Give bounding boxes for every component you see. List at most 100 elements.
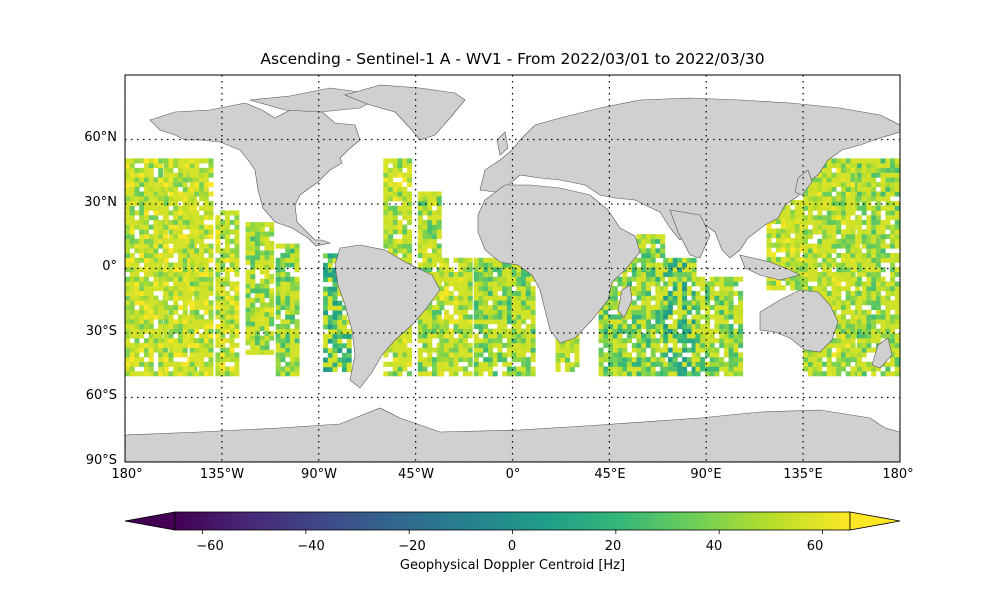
doppler-cell <box>714 347 720 353</box>
doppler-cell <box>663 371 669 377</box>
doppler-cell <box>612 347 618 353</box>
doppler-cell <box>677 286 683 292</box>
doppler-cell <box>323 348 329 353</box>
doppler-cell <box>719 366 725 372</box>
doppler-cell <box>224 224 230 230</box>
doppler-cell <box>691 357 697 363</box>
doppler-cell <box>709 281 715 287</box>
doppler-cell <box>822 361 828 367</box>
doppler-cell <box>417 205 423 211</box>
doppler-cell <box>255 293 260 298</box>
doppler-cell <box>203 300 209 306</box>
doppler-cell <box>163 342 169 348</box>
doppler-cell <box>555 362 561 368</box>
doppler-cell <box>719 333 725 339</box>
doppler-cell <box>799 200 805 206</box>
doppler-cell <box>492 276 498 282</box>
doppler-cell <box>173 177 179 183</box>
doppler-cell <box>646 319 651 325</box>
doppler-cell <box>686 357 692 363</box>
doppler-cell <box>337 362 343 368</box>
doppler-cell <box>432 366 437 372</box>
doppler-cell <box>134 224 140 230</box>
doppler-cell <box>473 281 479 287</box>
doppler-cell <box>148 234 154 240</box>
doppler-cell <box>224 238 230 244</box>
doppler-cell <box>511 319 517 325</box>
doppler-cell <box>709 276 715 282</box>
doppler-cell <box>617 290 623 296</box>
doppler-cell <box>285 248 291 254</box>
doppler-cell <box>220 248 226 254</box>
doppler-cell <box>143 286 149 292</box>
doppler-cell <box>220 314 226 320</box>
doppler-cell <box>894 333 900 339</box>
doppler-cell <box>766 247 772 253</box>
doppler-cell <box>822 167 828 173</box>
doppler-cell <box>771 285 777 291</box>
doppler-cell <box>383 205 389 211</box>
doppler-cell <box>667 281 673 287</box>
doppler-cell <box>275 314 281 320</box>
doppler-cell <box>168 371 174 377</box>
doppler-cell <box>483 361 489 367</box>
doppler-cell <box>473 371 479 377</box>
doppler-cell <box>189 352 195 358</box>
doppler-cell <box>264 307 270 313</box>
doppler-cell <box>845 352 851 358</box>
doppler-cell <box>125 300 130 306</box>
doppler-cell <box>463 305 468 310</box>
doppler-cell <box>663 267 669 273</box>
doppler-cell <box>245 226 251 232</box>
doppler-cell <box>194 338 200 344</box>
doppler-cell <box>826 243 832 249</box>
doppler-cell <box>841 201 846 206</box>
doppler-cell <box>650 276 656 282</box>
doppler-cell <box>521 342 527 348</box>
doppler-cell <box>436 300 442 306</box>
doppler-cell <box>407 333 412 339</box>
doppler-cell <box>894 201 900 206</box>
doppler-cell <box>178 276 183 282</box>
doppler-cell <box>875 333 881 339</box>
doppler-cell <box>831 243 837 249</box>
doppler-cell <box>215 290 221 296</box>
doppler-cell <box>417 262 423 268</box>
doppler-cell <box>841 243 846 249</box>
doppler-cell <box>182 328 188 334</box>
colorbar-tick-neg40: −40 <box>297 539 325 554</box>
doppler-cell <box>700 361 706 367</box>
doppler-cell <box>458 271 464 277</box>
doppler-cell <box>672 328 678 334</box>
doppler-cell <box>432 328 437 334</box>
doppler-cell <box>831 338 837 344</box>
doppler-cell <box>125 234 130 240</box>
doppler-cell <box>622 366 628 372</box>
doppler-cell <box>646 262 651 268</box>
doppler-cell <box>631 342 637 348</box>
doppler-cell <box>250 335 256 341</box>
doppler-cell <box>790 247 796 253</box>
lat-tick-30s: 30°S <box>85 324 117 339</box>
doppler-cell <box>427 224 433 230</box>
doppler-cell <box>483 295 489 301</box>
doppler-cell <box>432 347 437 353</box>
doppler-cell <box>723 366 729 372</box>
doppler-cell <box>841 324 846 329</box>
doppler-cell <box>255 316 260 322</box>
doppler-cell <box>695 309 701 315</box>
doppler-cell <box>289 347 295 353</box>
doppler-cell <box>826 196 832 202</box>
doppler-cell <box>427 196 433 202</box>
doppler-cell <box>220 347 226 353</box>
doppler-cell <box>636 366 642 372</box>
doppler-cell <box>850 172 856 178</box>
doppler-cell <box>880 333 886 339</box>
doppler-cell <box>163 281 169 287</box>
doppler-cell <box>682 347 688 353</box>
doppler-cell <box>163 182 169 188</box>
doppler-cell <box>488 371 493 377</box>
doppler-cell <box>139 253 145 258</box>
doppler-cell <box>397 338 403 344</box>
doppler-cell <box>695 295 701 301</box>
